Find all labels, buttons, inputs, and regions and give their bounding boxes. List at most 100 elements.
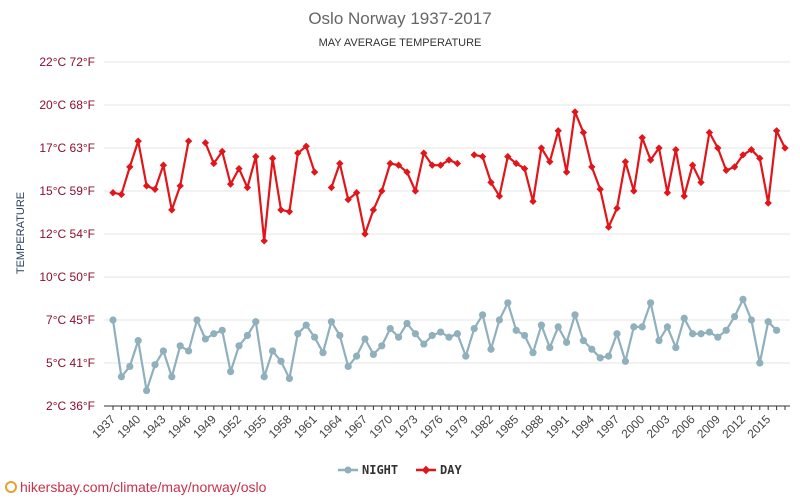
day-point-2013 bbox=[747, 146, 756, 154]
x-tick-label-13: 1976 bbox=[417, 412, 446, 441]
night-point-2013 bbox=[747, 316, 756, 324]
day-point-1995 bbox=[596, 185, 604, 193]
night-point-1971 bbox=[395, 333, 403, 341]
day-point-1990 bbox=[554, 127, 562, 135]
night-point-2000 bbox=[638, 323, 646, 331]
series-layer bbox=[109, 108, 789, 395]
chart-subtitle: MAY AVERAGE TEMPERATURE bbox=[319, 37, 482, 49]
x-tick-label-19: 1994 bbox=[568, 412, 597, 441]
day-point-1954 bbox=[252, 152, 260, 161]
day-point-2008 bbox=[705, 128, 714, 137]
day-point-2016 bbox=[772, 127, 781, 135]
night-point-1949 bbox=[210, 330, 218, 338]
watermark-link[interactable]: hikersbay.com/climate/may/norway/oslo bbox=[20, 479, 267, 495]
night-point-1960 bbox=[302, 321, 310, 329]
night-point-1962 bbox=[319, 349, 327, 357]
night-point-1985 bbox=[512, 326, 520, 334]
day-point-1942 bbox=[151, 185, 159, 193]
night-point-1941 bbox=[143, 386, 151, 395]
day-point-1993 bbox=[579, 128, 588, 137]
day-point-1956 bbox=[268, 154, 277, 162]
night-point-1984 bbox=[504, 299, 512, 307]
day-point-1943 bbox=[159, 161, 168, 169]
night-point-1998 bbox=[621, 357, 630, 365]
day-point-1969 bbox=[378, 187, 386, 195]
day-point-1938 bbox=[117, 190, 126, 199]
day-point-1988 bbox=[537, 144, 546, 152]
night-point-1973 bbox=[411, 330, 419, 338]
watermark[interactable]: hikersbay.com/climate/may/norway/oslo bbox=[5, 479, 267, 495]
day-point-1983 bbox=[495, 192, 504, 200]
night-point-1938 bbox=[117, 373, 125, 381]
x-tick-label-9: 1964 bbox=[316, 412, 345, 441]
day-point-1944 bbox=[168, 206, 176, 214]
night-point-1948 bbox=[201, 335, 209, 343]
night-point-1983 bbox=[495, 316, 503, 324]
day-point-2010 bbox=[722, 166, 730, 175]
night-point-1956 bbox=[269, 347, 277, 355]
day-point-1957 bbox=[277, 206, 285, 214]
night-point-1946 bbox=[185, 347, 193, 355]
night-point-1947 bbox=[193, 316, 201, 324]
night-point-2003 bbox=[663, 323, 672, 331]
night-point-2016 bbox=[773, 326, 781, 334]
day-point-2014 bbox=[756, 154, 764, 162]
legend-day-marker bbox=[421, 465, 431, 475]
night-point-1976 bbox=[437, 328, 445, 336]
x-tick-label-7: 1958 bbox=[266, 412, 295, 441]
night-point-1991 bbox=[563, 338, 571, 346]
night-point-1966 bbox=[353, 352, 361, 360]
night-point-1954 bbox=[252, 318, 260, 326]
y-axis-ticks: 2°C 36°F 5°C 41°F 7°C 45°F 10°C 50°F 12°C 54… bbox=[39, 55, 95, 413]
night-point-1944 bbox=[168, 373, 176, 381]
day-point-1998 bbox=[621, 158, 630, 166]
night-point-1993 bbox=[579, 337, 588, 345]
day-point-1978 bbox=[453, 159, 462, 168]
day-point-1968 bbox=[369, 206, 378, 214]
x-tick-label-4: 1949 bbox=[190, 412, 219, 441]
day-point-1966 bbox=[352, 189, 361, 197]
day-point-1981 bbox=[478, 152, 487, 161]
day-point-2006 bbox=[688, 161, 697, 169]
night-point-2012 bbox=[739, 295, 747, 303]
day-point-1946 bbox=[184, 137, 193, 145]
night-point-1953 bbox=[243, 331, 251, 340]
day-point-1987 bbox=[529, 197, 537, 205]
day-point-1939 bbox=[126, 163, 134, 171]
night-point-1981 bbox=[479, 311, 487, 319]
night-point-2007 bbox=[697, 330, 705, 338]
night-point-1951 bbox=[227, 368, 235, 376]
day-point-1985 bbox=[512, 159, 520, 168]
night-point-1943 bbox=[159, 347, 167, 355]
y-tick-label-2: 7°C 45°F bbox=[46, 313, 95, 327]
night-point-1978 bbox=[453, 330, 461, 338]
night-point-1957 bbox=[277, 357, 285, 365]
night-point-1967 bbox=[361, 335, 369, 343]
night-point-1958 bbox=[285, 374, 293, 383]
night-point-1964 bbox=[336, 331, 344, 340]
night-point-1977 bbox=[445, 333, 453, 341]
day-point-1940 bbox=[134, 137, 142, 145]
day-point-1955 bbox=[260, 237, 268, 245]
x-tick-label-22: 2003 bbox=[644, 412, 673, 441]
x-axis: 1937194019431946194919521955195819611964… bbox=[89, 405, 790, 441]
day-point-2012 bbox=[739, 151, 747, 159]
x-tick-label-6: 1955 bbox=[241, 412, 270, 441]
night-point-1975 bbox=[428, 331, 436, 340]
day-point-1941 bbox=[142, 182, 151, 190]
series-day bbox=[109, 108, 789, 245]
night-point-1937 bbox=[109, 316, 117, 324]
series-night bbox=[109, 295, 781, 395]
day-point-2000 bbox=[638, 134, 646, 142]
night-point-1986 bbox=[521, 331, 529, 340]
day-point-1952 bbox=[235, 164, 243, 173]
x-tick-label-16: 1985 bbox=[493, 412, 522, 441]
night-point-1942 bbox=[151, 361, 159, 369]
night-point-2010 bbox=[722, 326, 730, 334]
day-point-1948 bbox=[201, 139, 210, 147]
night-point-1974 bbox=[420, 340, 428, 348]
location-pin-icon bbox=[5, 481, 17, 493]
day-point-1992 bbox=[571, 108, 579, 116]
night-point-1999 bbox=[630, 323, 638, 331]
night-point-1959 bbox=[294, 330, 302, 338]
